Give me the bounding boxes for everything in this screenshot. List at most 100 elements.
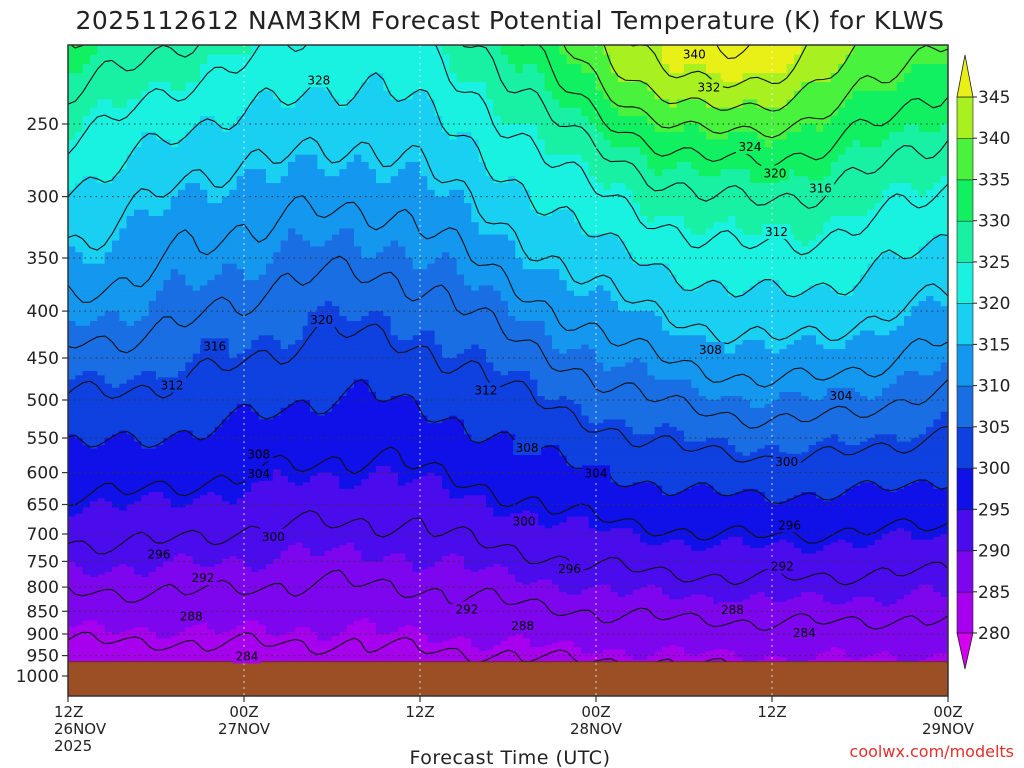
contour-label-bg (259, 528, 288, 544)
colorbar-tick-label: 305 (978, 418, 1010, 438)
colorbar-extend-bottom (956, 632, 974, 670)
contour-label-text: 296 (778, 518, 801, 532)
colorbar-segment (956, 261, 974, 304)
colorbar-segment (956, 550, 974, 593)
contour-label: 324 (736, 139, 764, 155)
contour-line-308 (68, 255, 948, 429)
contour-line-316 (68, 136, 948, 345)
colorbar-tick-label: 345 (978, 88, 1010, 108)
credit-text: coolwx.com/modelts (850, 742, 1014, 761)
contour-line-336 (563, 45, 948, 139)
contour-label-text: 324 (739, 140, 762, 154)
contour-label-bg (177, 608, 206, 624)
contour-label-bg (304, 72, 333, 88)
contour-label: 340 (680, 46, 709, 62)
contour-label: 296 (775, 517, 804, 533)
colorbar-tick-label: 280 (978, 624, 1010, 644)
contour-label-text: 300 (775, 455, 798, 469)
contour-label: 284 (790, 625, 819, 641)
contour-label-text: 296 (147, 548, 170, 562)
y-tick-label: 550 (27, 429, 59, 449)
colorbar-segment (956, 385, 974, 428)
contour-label-bg (772, 453, 801, 469)
colorbar-segment (956, 591, 974, 634)
x-tick-label: 00Z (581, 703, 610, 721)
y-tick-label: 700 (27, 525, 59, 545)
contour-label-text: 328 (307, 73, 330, 87)
x-tick-label: 2025 (54, 737, 92, 755)
y-tick-label: 650 (27, 496, 59, 516)
colorbar-tick-label: 315 (978, 335, 1010, 355)
x-axis-label: Forecast Time (UTC) (410, 747, 611, 768)
contour-label-text: 300 (513, 514, 536, 528)
y-tick-label: 300 (27, 188, 59, 208)
contour-label-bg (762, 224, 791, 240)
x-tick-label: 12Z (405, 703, 434, 721)
y-axis: 250 300 350 400 450 500 550 600 650 700 750 800 850 9… (16, 115, 68, 687)
colorbar-tick-label: 325 (978, 253, 1010, 273)
y-tick-label: 750 (27, 552, 59, 572)
colorbar-tick-label: 290 (978, 542, 1010, 562)
contour-label: 292 (452, 601, 481, 617)
colorbar-segment (956, 137, 974, 181)
contour-label-bg (188, 570, 217, 586)
contour-label-bg (680, 46, 709, 62)
colorbar-segment (956, 302, 974, 346)
contour-label: 300 (772, 453, 801, 469)
contour-label-bg (472, 382, 500, 398)
contour-label-bg (718, 601, 747, 617)
colorbar: 280 285 290 295 300 305 310 315 320 325 330 335 340 3… (956, 54, 1010, 670)
contour-label: 308 (513, 440, 542, 455)
contour-label-bg (452, 601, 481, 617)
y-tick-label: 800 (27, 578, 59, 598)
x-tick-label: 28NOV (570, 720, 623, 738)
contour-label-text: 288 (721, 603, 744, 617)
contour-label: 328 (304, 72, 333, 88)
y-tick-label: 450 (27, 349, 59, 369)
colorbar-tick-label: 295 (978, 500, 1010, 520)
colorbar-segment (956, 426, 974, 469)
contour-label-bg (158, 377, 187, 393)
contour-label-bg (696, 342, 725, 357)
colorbar-tick-label: 335 (978, 171, 1010, 191)
contour-label-bg (555, 560, 584, 576)
contour-label-bg (760, 165, 789, 181)
contour-label: 296 (144, 546, 173, 562)
contour-label: 308 (244, 446, 273, 462)
contour-label-text: 320 (763, 166, 786, 180)
contour-label: 332 (694, 79, 723, 95)
colorbar-segment (956, 179, 974, 222)
contour-label: 316 (806, 180, 835, 196)
contour-label-bg (508, 618, 537, 633)
colorbar-tick-label: 330 (978, 212, 1010, 232)
contour-label: 300 (510, 513, 539, 529)
contour-label: 288 (718, 601, 747, 617)
contour-label-text: 300 (262, 530, 285, 544)
contour-label-text: 316 (809, 182, 832, 196)
contour-label: 312 (762, 224, 791, 240)
contour-label-bg (582, 465, 610, 481)
contour-label-text: 288 (511, 619, 534, 633)
contour-label: 296 (555, 560, 584, 576)
y-tick-label: 250 (27, 115, 59, 135)
contour-label: 284 (232, 648, 261, 664)
colorbar-segment (956, 508, 974, 552)
contour-label-bg (244, 446, 273, 462)
colorbar-tick-label: 310 (978, 377, 1010, 397)
contour-label-text: 320 (310, 313, 333, 327)
y-tick-label: 500 (27, 391, 59, 411)
contour-label-text: 312 (475, 383, 498, 397)
colorbar-tick-label: 320 (978, 294, 1010, 314)
plot-frame (67, 44, 949, 697)
contour-label-bg (775, 517, 804, 533)
contour-line-328 (68, 45, 948, 209)
contour-label-text: 288 (180, 609, 203, 623)
contour-label-text: 296 (558, 562, 581, 576)
contour-label-bg (200, 338, 229, 354)
terrain-surface (68, 661, 948, 696)
contour-label-text: 308 (516, 441, 539, 455)
contour-label-bg (232, 648, 261, 664)
x-tick-label: 29NOV (922, 720, 975, 738)
